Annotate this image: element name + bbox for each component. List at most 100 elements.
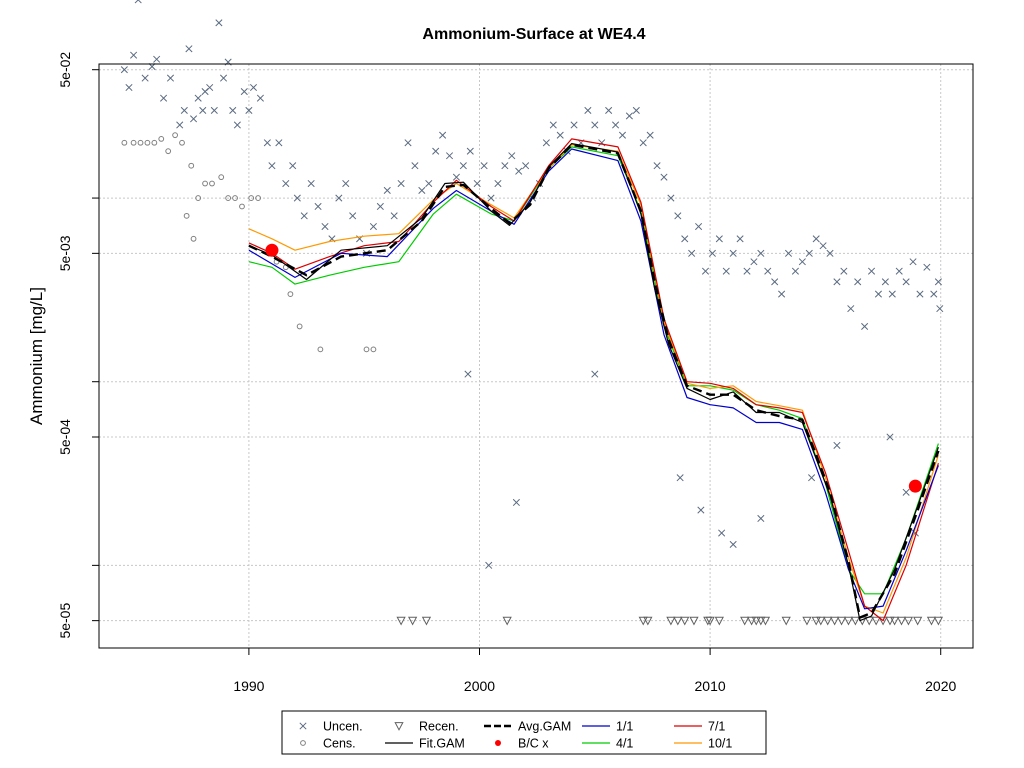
data-point-uncen bbox=[681, 235, 689, 243]
data-point-cens bbox=[287, 291, 294, 297]
data-point-uncen bbox=[153, 55, 161, 63]
data-point-bc bbox=[265, 243, 279, 257]
data-point-uncen bbox=[494, 179, 502, 188]
data-point-recen bbox=[396, 616, 406, 626]
data-point-uncen bbox=[199, 106, 207, 114]
data-point-recen bbox=[705, 616, 715, 626]
data-point-recen bbox=[666, 616, 676, 626]
data-point-uncen bbox=[141, 74, 149, 82]
data-point-uncen bbox=[888, 290, 896, 298]
legend-label: Recen. bbox=[419, 720, 459, 734]
x-tick-label: 2000 bbox=[464, 678, 495, 694]
legend-item: 1/1 bbox=[582, 720, 633, 734]
legend-item: Avg.GAM bbox=[484, 720, 571, 734]
data-point-recen bbox=[843, 616, 854, 626]
data-point-uncen bbox=[275, 139, 283, 147]
legend-label: Avg.GAM bbox=[518, 720, 571, 734]
legend-label: 4/1 bbox=[616, 737, 633, 751]
data-point-recen bbox=[823, 616, 833, 626]
data-point-uncen bbox=[902, 278, 910, 286]
data-point-uncen bbox=[130, 51, 138, 59]
data-point-uncen bbox=[618, 131, 627, 139]
data-point-recen bbox=[889, 616, 900, 626]
data-point-uncen bbox=[854, 278, 862, 286]
legend-item: Cens. bbox=[300, 737, 356, 751]
data-point-uncen bbox=[397, 179, 405, 188]
x-tick-label: 2020 bbox=[925, 678, 956, 694]
data-point-recen bbox=[878, 616, 888, 626]
data-point-uncen bbox=[625, 112, 633, 120]
grid bbox=[99, 64, 973, 648]
data-point-uncen bbox=[411, 162, 419, 170]
legend-label: B/C x bbox=[518, 737, 549, 751]
legend-item: 10/1 bbox=[674, 737, 732, 751]
data-point-uncen bbox=[722, 267, 730, 275]
data-point-recen bbox=[760, 616, 771, 626]
data-point-recen bbox=[816, 616, 826, 626]
data-point-cens bbox=[151, 139, 158, 146]
data-point-uncen bbox=[812, 235, 820, 243]
data-point-cens bbox=[202, 180, 208, 187]
data-point-uncen bbox=[778, 290, 786, 298]
data-point-uncen bbox=[240, 88, 248, 96]
data-point-uncen bbox=[798, 258, 806, 266]
data-point-uncen bbox=[293, 194, 301, 202]
data-point-uncen bbox=[605, 106, 613, 114]
data-point-uncen bbox=[249, 83, 258, 92]
data-point-cens bbox=[121, 139, 128, 146]
data-point-uncen bbox=[160, 94, 168, 102]
data-point-uncen bbox=[646, 131, 654, 139]
data-point-uncen bbox=[376, 202, 384, 211]
data-point-uncen bbox=[708, 249, 716, 257]
data-point-uncen bbox=[206, 83, 214, 92]
data-point-uncen bbox=[695, 222, 703, 231]
data-point-uncen bbox=[176, 121, 184, 129]
axes: 1990 2000 2010 2020 5e-05 5e-04 5e-03 5e-02 bbox=[57, 52, 956, 694]
data-point-recen bbox=[714, 616, 724, 626]
data-point-uncen bbox=[861, 322, 869, 330]
data-point-uncen bbox=[632, 106, 640, 114]
data-point-uncen bbox=[847, 305, 855, 313]
chart-title: Ammonium-Surface at WE4.4 bbox=[422, 26, 645, 43]
data-point-cens bbox=[317, 346, 324, 353]
data-point-uncen bbox=[432, 147, 440, 155]
data-point-uncen bbox=[229, 106, 237, 114]
data-point-cens bbox=[188, 162, 195, 169]
data-point-recen bbox=[638, 616, 648, 626]
data-point-uncen bbox=[930, 290, 938, 298]
data-point-uncen bbox=[936, 305, 944, 313]
x-tick-label: 1990 bbox=[233, 678, 264, 694]
data-point-cens bbox=[144, 139, 151, 146]
x-tick-label: 2010 bbox=[695, 678, 726, 694]
data-point-uncen bbox=[791, 267, 799, 275]
legend-item: Uncen. bbox=[299, 720, 363, 734]
data-point-uncen bbox=[501, 162, 509, 170]
data-point-uncen bbox=[445, 152, 454, 160]
data-point-uncen bbox=[881, 278, 889, 286]
data-point-uncen bbox=[215, 19, 223, 27]
data-point-recen bbox=[933, 616, 944, 626]
data-point-uncen bbox=[808, 474, 816, 482]
data-point-uncen bbox=[194, 94, 202, 102]
data-point-cens bbox=[165, 148, 172, 155]
data-point-uncen bbox=[485, 561, 493, 569]
y-tick-label: 5e-04 bbox=[57, 419, 73, 455]
data-point-uncen bbox=[819, 242, 827, 250]
data-point-recen bbox=[740, 616, 750, 626]
data-point-uncen bbox=[902, 488, 910, 496]
data-point-uncen bbox=[736, 235, 744, 243]
data-point-uncen bbox=[508, 152, 516, 160]
data-point-uncen bbox=[189, 115, 198, 123]
data-point-recen bbox=[746, 616, 757, 626]
data-point-recen bbox=[885, 616, 895, 626]
data-point-uncen bbox=[233, 121, 241, 129]
data-point-cens bbox=[130, 139, 137, 146]
data-point-uncen bbox=[909, 258, 917, 266]
series-line-41 bbox=[248, 146, 939, 595]
data-point-uncen bbox=[923, 263, 931, 271]
data-point-uncen bbox=[934, 278, 942, 286]
data-point-cens bbox=[363, 346, 370, 353]
data-point-uncen bbox=[307, 179, 315, 188]
data-point-uncen bbox=[874, 290, 883, 298]
